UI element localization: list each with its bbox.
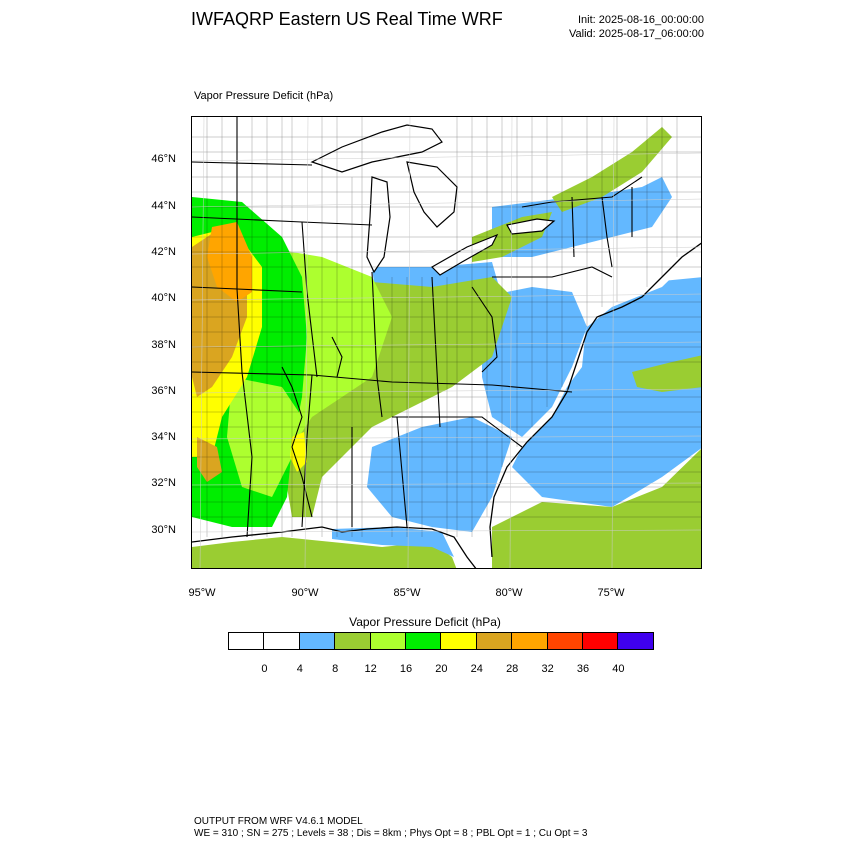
- colorbar-title: Vapor Pressure Deficit (hPa): [349, 615, 501, 629]
- colorbar-tick-label: 28: [506, 663, 519, 675]
- colorbar-box: [617, 632, 654, 650]
- lake-huron: [406, 161, 458, 228]
- lat-label-40n: 40°N: [151, 292, 176, 304]
- vpd-orange-hotspot: [207, 222, 252, 302]
- colorbar-box: [228, 632, 265, 650]
- colorbar-tick-label: 36: [576, 663, 590, 675]
- lat-label-38n: 38°N: [151, 339, 176, 351]
- county-lines: [192, 117, 701, 537]
- colorbar-tick-label: 16: [399, 663, 413, 675]
- model-version: OUTPUT FROM WRF V4.6.1 MODEL: [194, 816, 363, 827]
- lon-label-80w: 80°W: [495, 587, 523, 599]
- vpd-goldenrod-south: [197, 437, 222, 482]
- gulf-shade-green: [192, 537, 457, 568]
- lat-label-36n: 36°N: [151, 385, 176, 397]
- colorbar-tick-label: 24: [470, 663, 483, 675]
- colorbar-box: [511, 632, 548, 650]
- model-info-footer: OUTPUT FROM WRF V4.6.1 MODEL WE = 310 ; …: [194, 816, 587, 840]
- colorbar-box: [298, 632, 336, 650]
- colorbar-tick-label: 20: [435, 663, 448, 675]
- colorbar-box: [581, 632, 619, 650]
- map-frame: [191, 116, 702, 569]
- colorbar-tick-label: 40: [612, 663, 625, 675]
- vpd-green-quebec: [552, 127, 672, 212]
- atlantic-northeast-green: [632, 355, 701, 392]
- gulf-shade-blue: [332, 527, 454, 557]
- colorbar: [228, 632, 654, 650]
- model-config: WE = 310 ; SN = 275 ; Levels = 38 ; Dis …: [194, 828, 588, 839]
- colorbar-box: [546, 632, 583, 650]
- lake-michigan: [366, 176, 391, 274]
- lat-label-34n: 34°N: [151, 431, 176, 443]
- colorbar-box: [369, 632, 406, 650]
- colorbar-tick-label: 12: [364, 663, 377, 675]
- chart-title: IWFAQRP Eastern US Real Time WRF: [191, 9, 503, 29]
- valid-time: Valid: 2025-08-17_06:00:00: [569, 28, 704, 40]
- init-time: Init: 2025-08-16_00:00:00: [578, 14, 704, 26]
- colorbar-box: [263, 632, 300, 650]
- colorbar-tick-label: 32: [541, 663, 554, 675]
- colorbar-tick-label: 4: [296, 663, 303, 675]
- lat-label-30n: 30°N: [151, 524, 176, 536]
- atlantic-shade-green: [492, 448, 701, 568]
- graticule: [192, 117, 701, 568]
- gulf-coastline: [192, 526, 477, 568]
- lat-label-46n: 46°N: [151, 153, 176, 165]
- colorbar-tick-label: 8: [332, 663, 339, 675]
- lat-label-42n: 42°N: [151, 246, 176, 258]
- map-canvas: [192, 117, 701, 568]
- run-time-info: Init: 2025-08-16_00:00:00 Valid: 2025-08…: [569, 13, 704, 41]
- colorbar-box: [334, 632, 371, 650]
- colorbar-box: [404, 632, 442, 650]
- lat-label-44n: 44°N: [151, 200, 176, 212]
- vpd-blue-east: [367, 417, 512, 532]
- colorbar-box: [440, 632, 477, 650]
- atlantic-shade-blue: [512, 277, 701, 507]
- colorbar-box: [475, 632, 513, 650]
- lon-label-90w: 90°W: [291, 587, 319, 599]
- lake-erie: [431, 233, 499, 276]
- lat-label-32n: 32°N: [151, 477, 176, 489]
- plot-field-label: Vapor Pressure Deficit (hPa): [194, 90, 334, 102]
- colorbar-tick-label: 0: [261, 663, 268, 675]
- lon-label-85w: 85°W: [393, 587, 421, 599]
- lon-label-95w: 95°W: [188, 587, 216, 599]
- lon-label-75w: 75°W: [597, 587, 625, 599]
